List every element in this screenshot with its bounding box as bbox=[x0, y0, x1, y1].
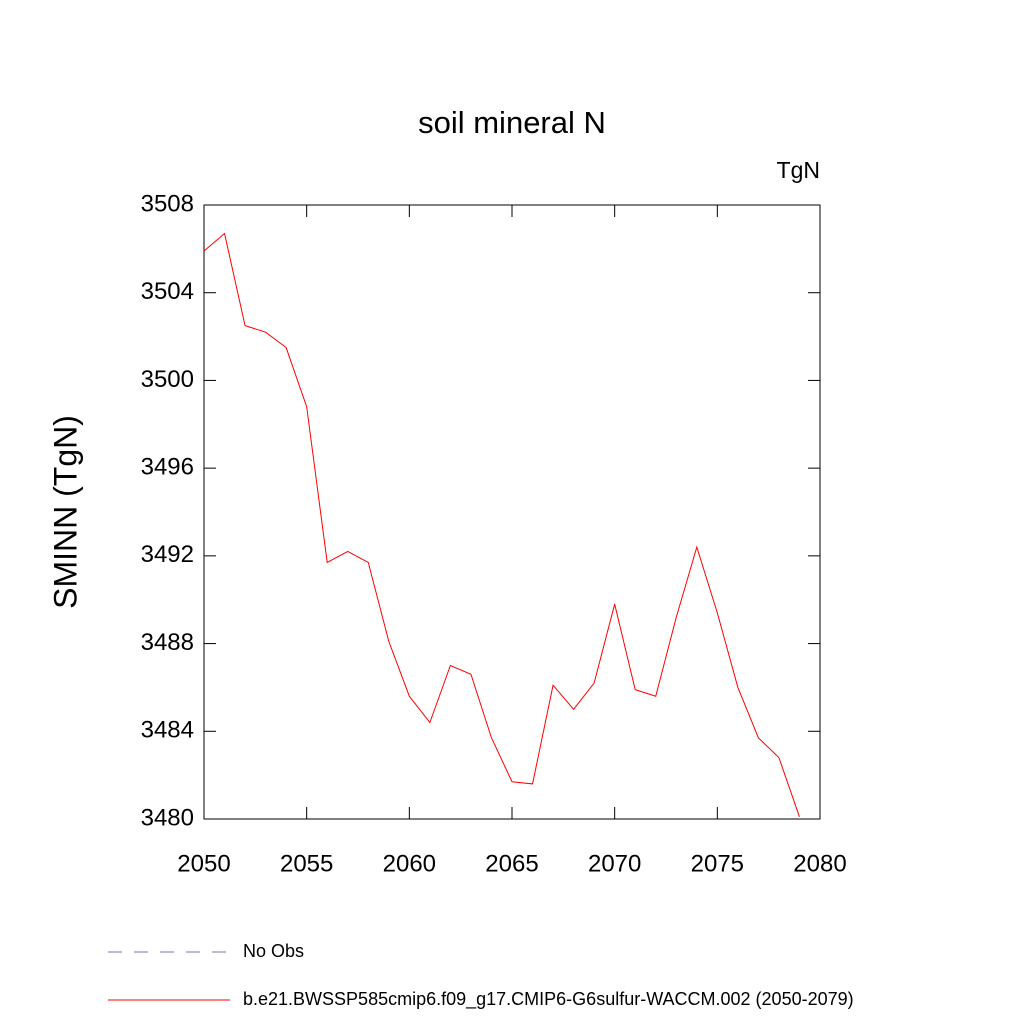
y-tick-label: 3480 bbox=[141, 804, 194, 831]
data-line bbox=[203, 232, 800, 817]
x-tick-label: 2070 bbox=[588, 850, 641, 877]
y-tick-label: 3504 bbox=[141, 278, 194, 305]
x-tick-label: 2075 bbox=[691, 850, 744, 877]
y-axis-label: SMINN (TgN) bbox=[47, 415, 83, 609]
y-tick-label: 3508 bbox=[141, 190, 194, 217]
x-tick-label: 2065 bbox=[485, 850, 538, 877]
y-tick-label: 3492 bbox=[141, 541, 194, 568]
x-tick-label: 2055 bbox=[280, 850, 333, 877]
legend-label: b.e21.BWSSP585cmip6.f09_g17.CMIP6-G6sulf… bbox=[243, 989, 854, 1010]
y-tick-label: 3496 bbox=[141, 453, 194, 480]
chart-title: soil mineral N bbox=[418, 105, 606, 140]
y-tick-label: 3488 bbox=[141, 629, 194, 656]
units-label: TgN bbox=[777, 157, 820, 183]
x-tick-label: 2050 bbox=[177, 850, 230, 877]
y-tick-label: 3484 bbox=[141, 717, 194, 744]
x-tick-label: 2080 bbox=[793, 850, 846, 877]
legend-label: No Obs bbox=[243, 941, 304, 961]
x-tick-label: 2060 bbox=[383, 850, 436, 877]
y-tick-label: 3500 bbox=[141, 366, 194, 393]
